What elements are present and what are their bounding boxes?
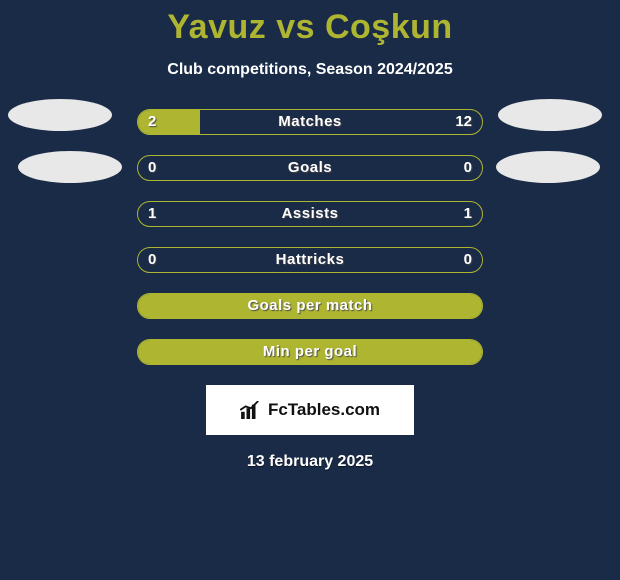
branding-badge: FcTables.com xyxy=(206,385,414,435)
date-label: 13 february 2025 xyxy=(0,453,620,471)
stat-bar: 00Hattricks xyxy=(137,247,483,273)
decorative-ellipse xyxy=(496,151,600,183)
comparison-chart: 212Matches 00Goals 11Assists 00Hattricks Goa… xyxy=(0,109,620,365)
chart-icon xyxy=(240,401,262,419)
bar-label: Goals xyxy=(138,156,482,180)
decorative-ellipse xyxy=(8,99,112,131)
stat-bar: Min per goal xyxy=(137,339,483,365)
bars-container: 212Matches 00Goals 11Assists 00Hattricks Goa… xyxy=(137,109,483,365)
stat-bar: Goals per match xyxy=(137,293,483,319)
page-title: Yavuz vs Coşkun xyxy=(0,0,620,47)
bar-label: Min per goal xyxy=(138,340,482,364)
branding-text: FcTables.com xyxy=(268,400,380,420)
stat-bar: 11Assists xyxy=(137,201,483,227)
stat-bar: 212Matches xyxy=(137,109,483,135)
page-subtitle: Club competitions, Season 2024/2025 xyxy=(0,61,620,79)
decorative-ellipse xyxy=(18,151,122,183)
bar-label: Assists xyxy=(138,202,482,226)
stat-bar: 00Goals xyxy=(137,155,483,181)
bar-label: Hattricks xyxy=(138,248,482,272)
bar-label: Goals per match xyxy=(138,294,482,318)
bar-label: Matches xyxy=(138,110,482,134)
decorative-ellipse xyxy=(498,99,602,131)
